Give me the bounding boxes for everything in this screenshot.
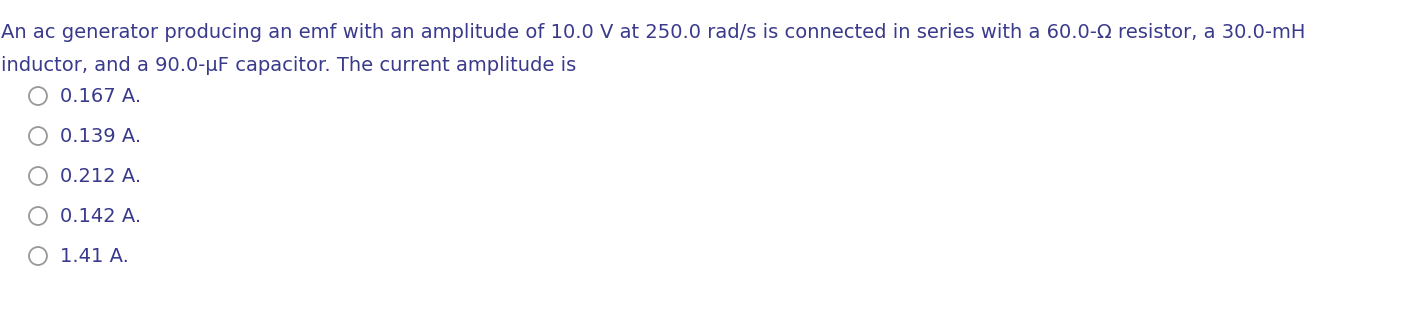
Text: 0.139 A.: 0.139 A. — [60, 127, 142, 146]
Text: 0.142 A.: 0.142 A. — [60, 207, 142, 226]
Text: 0.167 A.: 0.167 A. — [60, 87, 142, 106]
Text: inductor, and a 90.0-μF capacitor. The current amplitude is: inductor, and a 90.0-μF capacitor. The c… — [1, 56, 576, 75]
Text: 1.41 A.: 1.41 A. — [60, 247, 129, 265]
Text: 0.212 A.: 0.212 A. — [60, 167, 142, 186]
Text: An ac generator producing an emf with an amplitude of 10.0 V at 250.0 rad/s is c: An ac generator producing an emf with an… — [1, 23, 1305, 42]
